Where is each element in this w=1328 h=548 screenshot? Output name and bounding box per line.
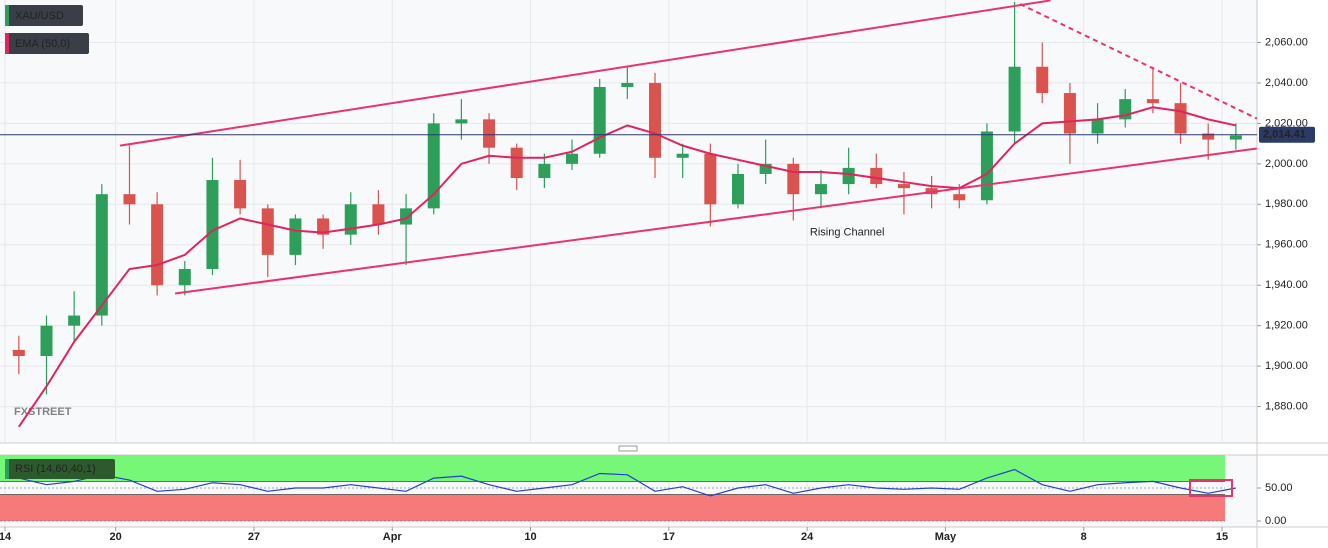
x-tick-label: 17: [663, 531, 675, 543]
y-tick-label: 1,920.00: [1265, 320, 1308, 332]
y-tick-label: 1,960.00: [1265, 239, 1308, 251]
candle-body: [427, 123, 440, 209]
annotation: Rising Channel: [810, 227, 885, 239]
highlight-box: [1189, 479, 1233, 497]
y-tick-label: 1,980.00: [1265, 198, 1308, 210]
candle-body: [344, 204, 357, 235]
candle-body: [455, 119, 468, 124]
x-tick-label: 14: [0, 531, 12, 543]
candle-body: [593, 86, 606, 154]
legend-box: [5, 459, 115, 479]
oversold-band: [0, 494, 1225, 521]
candle-body: [759, 163, 772, 174]
candle-body: [400, 208, 413, 225]
candle-body: [566, 153, 579, 164]
x-tick-label: 20: [110, 531, 122, 543]
y-tick-label: 0.00: [1265, 515, 1286, 527]
candle-body: [289, 218, 302, 255]
candle-body: [151, 204, 164, 286]
candle-body: [953, 194, 966, 201]
x-tick-label: 10: [524, 531, 536, 543]
y-tick-label: 2,040.00: [1265, 77, 1308, 89]
candle-body: [178, 269, 191, 286]
candle-body: [814, 184, 827, 195]
last-price-box: [1259, 126, 1315, 143]
candle-body: [842, 167, 855, 185]
candle-body: [621, 82, 634, 87]
candle-body: [1008, 66, 1021, 132]
candle-body: [1063, 93, 1076, 134]
candle-body: [787, 163, 800, 195]
rsi-line: [18, 468, 1236, 497]
candle-body: [510, 147, 523, 179]
candle-body: [123, 194, 136, 205]
resize-handle[interactable]: [618, 445, 638, 452]
candle-body: [317, 218, 330, 235]
candle-body: [704, 153, 717, 205]
candle-body: [980, 131, 993, 201]
overbought-band: [0, 455, 1225, 482]
y-tick-label: 1,880.00: [1265, 400, 1308, 412]
legend-label: EMA (50,0): [15, 38, 70, 50]
candle-body: [731, 173, 744, 205]
candle-body: [649, 82, 662, 158]
y-tick-label: 1,900.00: [1265, 360, 1308, 372]
x-tick-label: 24: [801, 531, 814, 543]
y-tick-label: 2,020.00: [1265, 117, 1308, 129]
candle-body: [234, 180, 247, 209]
y-tick-label: 2,000.00: [1265, 158, 1308, 170]
x-tick-label: Apr: [383, 531, 403, 543]
last-price-label: 2,014.41: [1263, 129, 1306, 141]
x-tick-label: 8: [1081, 531, 1087, 543]
candle-body: [68, 315, 81, 326]
candle-body: [897, 184, 910, 189]
legend-box: [5, 5, 83, 26]
candle-body: [870, 167, 883, 185]
legend-label: RSI (14,60,40,1): [15, 463, 96, 475]
candle-body: [1229, 135, 1242, 140]
candle-body: [261, 208, 274, 255]
candle-body: [1091, 119, 1104, 134]
y-tick-label: 2,060.00: [1265, 36, 1308, 48]
x-tick-label: May: [935, 531, 957, 543]
candle-body: [12, 349, 25, 357]
candle-body: [1202, 133, 1215, 140]
candle-body: [538, 163, 551, 179]
candle-body: [95, 194, 108, 316]
legend-swatch: [5, 459, 9, 479]
y-tick-label: 1,940.00: [1265, 279, 1308, 291]
legend-swatch: [5, 33, 9, 54]
legend-swatch: [5, 5, 9, 26]
candle-body: [676, 153, 689, 158]
x-tick-label: 15: [1216, 531, 1228, 543]
trendline: [1019, 3, 1258, 120]
candle-body: [40, 325, 53, 357]
ema-line: [18, 106, 1237, 428]
candle-body: [1146, 99, 1159, 104]
y-tick-label: 50.00: [1265, 482, 1293, 494]
candle-body: [1174, 103, 1187, 134]
candle-body: [1036, 66, 1049, 94]
trendline: [119, 0, 1051, 147]
watermark: FXSTREET: [14, 406, 72, 418]
candle-body: [206, 180, 219, 270]
candle-body: [372, 204, 385, 225]
x-tick-label: 27: [248, 531, 260, 543]
legend-label: XAU/USD: [15, 10, 64, 22]
trendline: [174, 147, 1258, 295]
legend-box: [5, 33, 89, 54]
candle-body: [483, 119, 496, 148]
